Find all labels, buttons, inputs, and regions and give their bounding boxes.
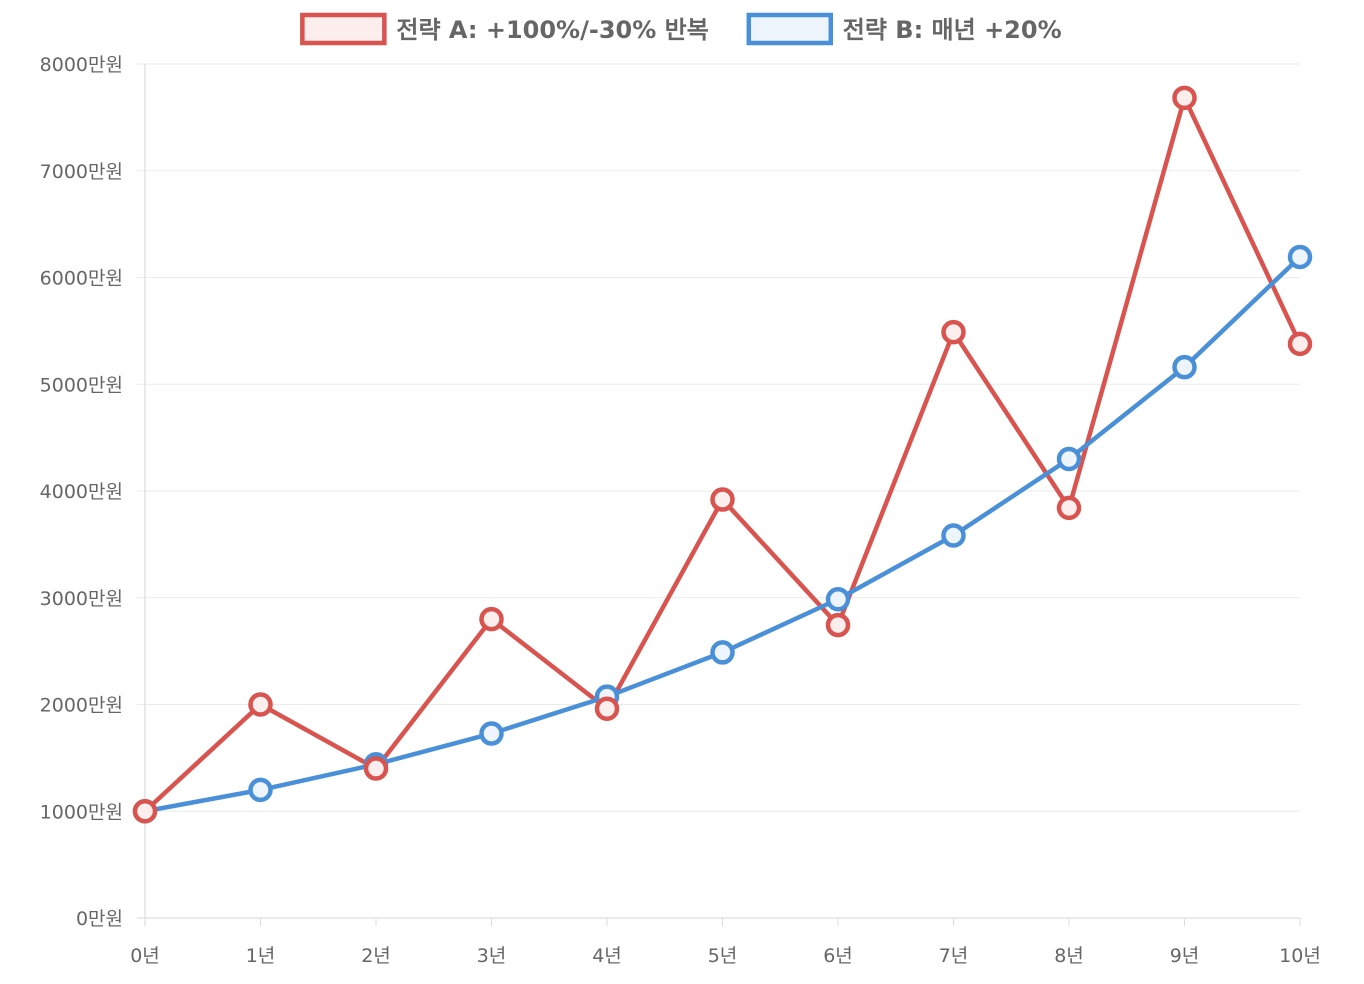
legend-item-a: 전략 A: +100%/-30% 반복 [300, 12, 709, 46]
y-tick-label: 3000만원 [40, 588, 123, 610]
grid-lines [137, 63, 1300, 812]
y-tick-label: 6000만원 [40, 268, 123, 290]
legend-label: 전략 B: 매년 +20% [843, 16, 1062, 44]
legend-label: 전략 A: +100%/-30% 반복 [396, 16, 708, 44]
x-tick-label: 6년 [823, 945, 853, 967]
data-point-a [479, 606, 504, 632]
data-point-a [825, 612, 851, 638]
x-tick-label: 9년 [1170, 945, 1200, 967]
data-point-a [1287, 331, 1313, 357]
x-tick-label: 0년 [130, 945, 160, 967]
x-tick-label: 10년 [1279, 945, 1321, 967]
data-point-b [825, 586, 851, 612]
x-tick-label: 8년 [1054, 945, 1084, 967]
y-tick-label: 4000만원 [40, 481, 123, 503]
x-tick-label: 4년 [592, 945, 622, 967]
x-axis-tick-labels: 0년 1년 2년 3년 4년 5년 6년 7년 8년 9년 10년 [130, 945, 1321, 967]
x-tick-label: 2년 [361, 945, 391, 967]
data-point-a [1056, 495, 1082, 521]
data-point-a [710, 487, 735, 512]
legend-swatch [746, 12, 834, 46]
data-point-a [363, 756, 389, 781]
data-point-b [479, 721, 504, 746]
data-point-b [1056, 446, 1082, 472]
data-point-b [248, 777, 273, 803]
data-point-a [248, 692, 273, 717]
legend-swatch [300, 12, 387, 46]
axes [137, 64, 1301, 926]
data-point-a [941, 319, 966, 345]
series-points [132, 85, 1313, 824]
series-line-b [142, 254, 1303, 814]
y-tick-label: 0만원 [76, 908, 123, 930]
x-tick-label: 7년 [939, 945, 969, 967]
y-tick-label: 7000만원 [40, 161, 123, 183]
y-tick-label: 2000만원 [40, 695, 123, 717]
legend: 전략 A: +100%/-30% 반복 전략 B: 매년 +20% [300, 12, 1062, 46]
legend-item-b: 전략 B: 매년 +20% [746, 12, 1062, 46]
y-tick-label: 1000만원 [40, 801, 123, 823]
data-point-b [710, 640, 735, 665]
x-tick-label: 1년 [246, 945, 276, 967]
data-point-a [594, 696, 620, 722]
y-tick-label: 8000만원 [40, 54, 123, 76]
data-point-b [1287, 244, 1313, 270]
data-point-a [132, 799, 158, 824]
y-axis-tick-labels: 0만원 1000만원 2000만원 3000만원 4000만원 5000만원 6000만원 7… [40, 54, 123, 930]
y-tick-label: 5000만원 [40, 374, 123, 396]
data-point-b [1172, 354, 1197, 380]
data-point-b [941, 523, 966, 548]
x-tick-label: 5년 [708, 945, 738, 967]
x-tick-label: 3년 [477, 945, 507, 967]
data-point-a [1172, 85, 1197, 111]
